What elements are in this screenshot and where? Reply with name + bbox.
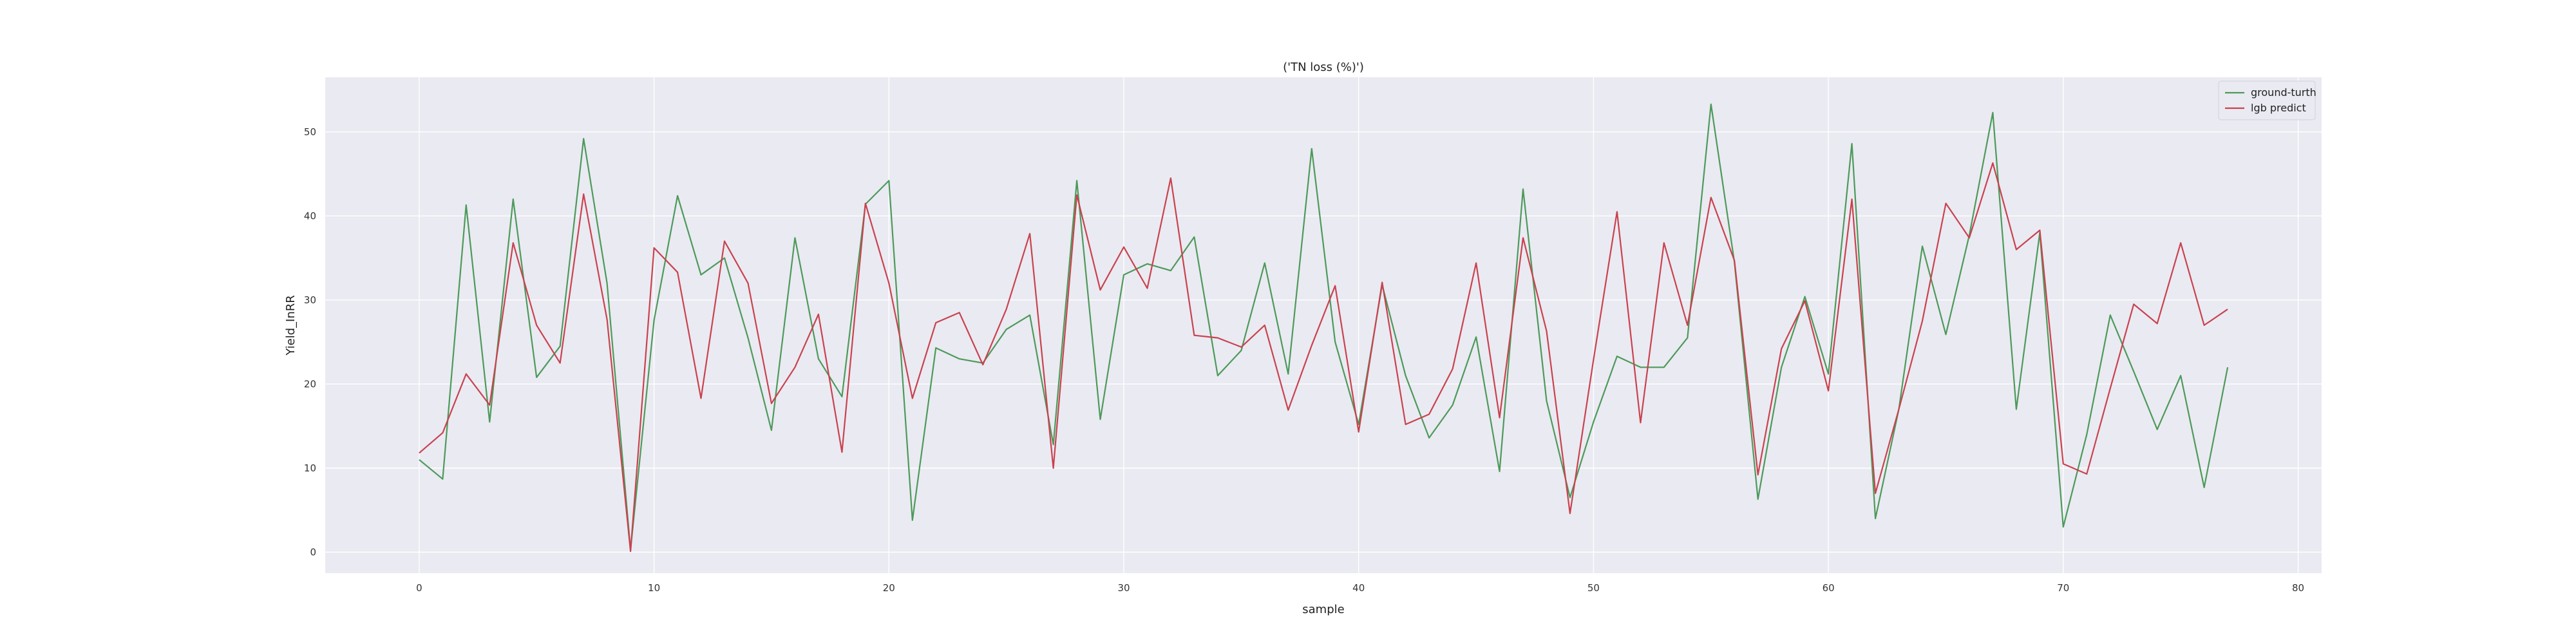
series-line-lgb-predict: [419, 162, 2228, 553]
legend: ground-turth lgb predict: [2218, 80, 2316, 120]
x-tick-label: 10: [648, 582, 660, 594]
x-tick-label: 20: [883, 582, 895, 594]
y-tick-label: 40: [304, 210, 316, 222]
x-axis-label: sample: [1302, 603, 1344, 616]
x-tick-label: 40: [1352, 582, 1365, 594]
x-tick-label: 50: [1587, 582, 1600, 594]
y-axis-label: Yield_InRR: [284, 295, 298, 356]
legend-label: lgb predict: [2251, 102, 2306, 114]
y-tick-label: 50: [304, 126, 316, 138]
x-tick-label: 80: [2292, 582, 2304, 594]
grid-lines: [325, 77, 2322, 573]
x-tick-label: 0: [416, 582, 422, 594]
series-line-ground-truth: [419, 103, 2229, 551]
y-tick-label: 10: [304, 462, 316, 474]
x-tick-label: 30: [1117, 582, 1130, 594]
x-tick-label: 70: [2057, 582, 2069, 594]
x-tick-label: 60: [1823, 582, 1835, 594]
series-lines: [419, 103, 2229, 553]
legend-label: ground-turth: [2251, 86, 2316, 99]
plot-background: [325, 77, 2322, 573]
tick-labels: 0 10 20 30 40 50 60 70 80 0 10 20 30 40 50: [304, 126, 2304, 594]
y-tick-label: 0: [310, 546, 316, 558]
legend-box: [2218, 80, 2316, 120]
chart-title: ('TN loss (%)'): [1283, 61, 1364, 74]
y-tick-label: 30: [304, 294, 316, 306]
y-tick-label: 20: [304, 378, 316, 390]
